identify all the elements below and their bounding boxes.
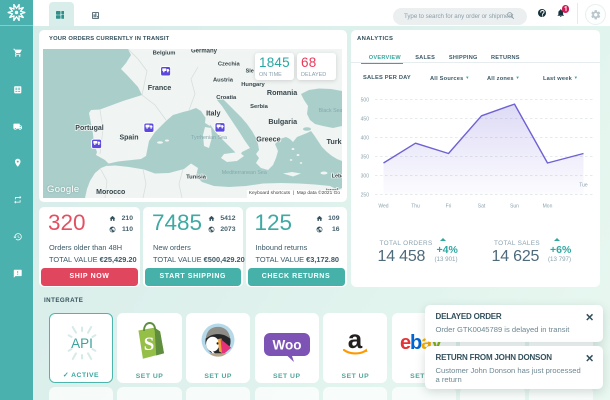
svg-text:Germany: Germany — [191, 49, 218, 55]
svg-text:Turk: Turk — [326, 137, 341, 146]
svg-text:Fri: Fri — [445, 204, 451, 210]
svg-text:Mediterranean Sea: Mediterranean Sea — [222, 169, 267, 175]
svg-text:Italy: Italy — [206, 108, 220, 117]
svg-text:Tunisia: Tunisia — [186, 174, 207, 180]
svg-text:350: 350 — [360, 154, 369, 160]
svg-text:Portugal: Portugal — [75, 125, 103, 132]
svg-text:Romania: Romania — [267, 88, 298, 97]
svg-text:500: 500 — [360, 97, 369, 103]
svg-text:Leba: Leba — [332, 173, 342, 179]
svg-text:Spain: Spain — [119, 134, 138, 141]
svg-text:API: API — [71, 336, 93, 351]
svg-text:Czechia: Czechia — [218, 61, 241, 67]
svg-text:Austria: Austria — [213, 77, 234, 83]
svg-text:Greece: Greece — [256, 134, 280, 143]
svg-text:Belgium: Belgium — [153, 50, 176, 56]
svg-text:Croatia: Croatia — [216, 94, 237, 100]
svg-text:b: b — [410, 332, 422, 354]
svg-text:Bulgaria: Bulgaria — [268, 117, 298, 126]
svg-text:Sun: Sun — [510, 204, 519, 210]
svg-text:Serbia: Serbia — [250, 104, 268, 110]
svg-text:Woo: Woo — [272, 338, 301, 353]
svg-text:250: 250 — [360, 192, 369, 198]
svg-text:Tue: Tue — [579, 183, 588, 189]
svg-text:France: France — [148, 83, 172, 92]
svg-text:Morocco: Morocco — [96, 188, 125, 195]
svg-text:a: a — [348, 326, 363, 354]
svg-text:400: 400 — [360, 135, 369, 141]
svg-text:Sat: Sat — [477, 204, 485, 210]
svg-text:Thu: Thu — [411, 204, 420, 210]
svg-text:Tyrrhenian Sea: Tyrrhenian Sea — [191, 135, 227, 141]
svg-text:Black Sea: Black Sea — [319, 107, 342, 113]
svg-text:S: S — [144, 334, 155, 355]
svg-text:300: 300 — [360, 173, 369, 179]
svg-text:Mon: Mon — [542, 204, 552, 210]
svg-text:Wed: Wed — [378, 204, 388, 210]
svg-text:450: 450 — [360, 116, 369, 122]
svg-text:e: e — [400, 332, 411, 354]
svg-text:Sle: Sle — [246, 68, 254, 74]
svg-text:Hungary: Hungary — [241, 81, 265, 87]
